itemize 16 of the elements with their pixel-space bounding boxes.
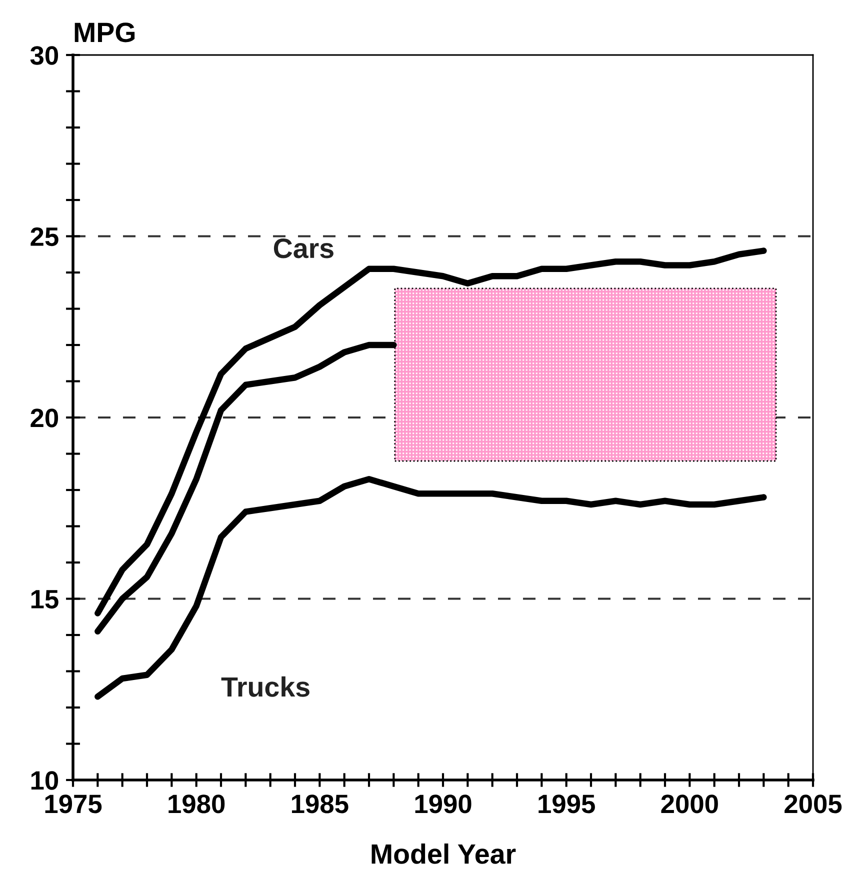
x-axis-title: Model Year <box>372 843 516 864</box>
x-tick-label: 1985 <box>292 794 348 814</box>
x-tick-label: 1995 <box>538 794 595 814</box>
y-tick-label: 25 <box>30 227 58 246</box>
y-axis-title: MPG <box>74 22 135 42</box>
y-tick-label: 15 <box>31 590 58 609</box>
y-tick-label: 20 <box>30 408 58 428</box>
x-tick-label: 1975 <box>45 794 102 814</box>
y-tick-label: 10 <box>31 771 58 790</box>
x-tick-label: 2000 <box>661 794 718 814</box>
x-tick-label: 1990 <box>415 794 472 814</box>
y-tick-label: 30 <box>30 46 58 65</box>
series-label: Cars <box>274 238 334 258</box>
text: Trucks <box>221 676 310 697</box>
x-tick-label: 2005 <box>784 794 842 814</box>
x-tick-label: 1980 <box>168 794 225 814</box>
